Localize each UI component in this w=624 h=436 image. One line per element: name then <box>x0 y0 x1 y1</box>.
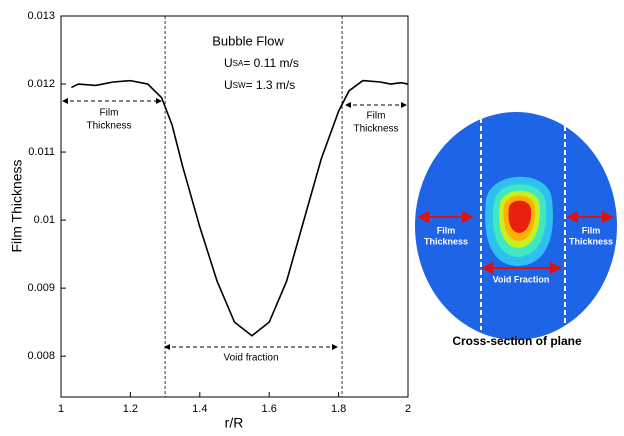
y-tick-label: 0.009 <box>27 282 55 294</box>
void-label: Void fraction <box>223 353 278 364</box>
film-label: Film <box>367 111 386 122</box>
value: = 1.3 m/s <box>246 78 296 92</box>
symbol: U <box>224 56 233 70</box>
film-label: Film <box>582 225 601 235</box>
subscript: SW <box>233 81 246 90</box>
symbol: U <box>224 78 233 92</box>
contour <box>508 200 532 233</box>
x-tick-label: 1.8 <box>331 403 346 415</box>
film-label: Thickness <box>569 236 613 246</box>
x-tick-label: 1.2 <box>123 403 138 415</box>
cross-section: Film Thickness Film Thickness Void Fract… <box>415 112 617 348</box>
y-tick-label: 0.008 <box>27 350 55 362</box>
film-label: Thickness <box>424 236 468 246</box>
x-tick-label: 1 <box>58 403 64 415</box>
usw-label: USW= 1.3 m/s <box>224 78 295 92</box>
data-line <box>71 79 409 337</box>
x-axis-label: r/R <box>225 415 244 431</box>
x-tick-label: 1.4 <box>192 403 207 415</box>
subscript: SA <box>233 59 244 68</box>
film-label: Thickness <box>86 121 131 132</box>
film-label: Film <box>100 108 119 119</box>
y-tick-label: 0.013 <box>27 10 55 22</box>
x-tick-label: 1.6 <box>262 403 277 415</box>
plot-frame <box>60 15 409 398</box>
y-tick-label: 0.01 <box>34 214 55 226</box>
y-axis-label: Film Thickness <box>9 159 25 252</box>
film-label: Thickness <box>353 124 398 135</box>
y-tick-label: 0.012 <box>27 78 55 90</box>
flow-label: Bubble Flow <box>212 33 284 48</box>
film-label: Film <box>437 225 456 235</box>
usa-label: USA= 0.11 m/s <box>224 56 299 70</box>
caption: Cross-section of plane <box>452 334 582 348</box>
line-chart: r/R Film Thickness Bubble Flow USA= 0.11… <box>9 10 411 431</box>
value: = 0.11 m/s <box>243 56 298 70</box>
void-label: Void Fraction <box>493 274 550 284</box>
x-tick-label: 2 <box>405 403 411 415</box>
y-tick-label: 0.011 <box>28 146 55 158</box>
